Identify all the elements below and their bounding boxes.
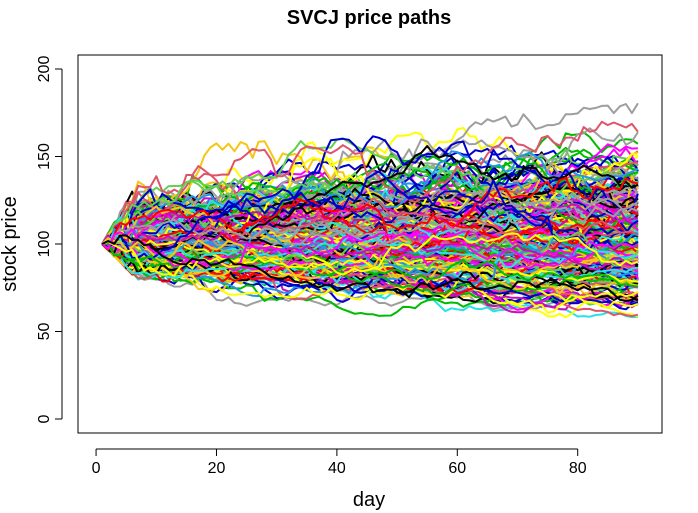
y-tick-label: 0 [36,414,53,423]
price-path-line [101,180,639,285]
price-path-line [101,232,638,269]
price-path-line [101,176,639,251]
price-path-line [101,237,639,295]
price-path-line [101,197,638,248]
y-tick-label: 150 [36,143,53,170]
price-path-line [101,232,639,277]
price-path-line [101,234,639,302]
price-paths [101,102,639,319]
x-tick-label: 0 [92,460,101,477]
y-tick-label: 50 [36,323,53,341]
y-tick-label: 100 [36,231,53,258]
price-path-line [101,120,639,250]
price-path-line [101,243,639,311]
x-axis-label: day [353,489,385,511]
price-path-line [101,234,639,317]
price-path-line [101,127,639,251]
y-tick-label: 200 [36,56,53,83]
y-axis-label: stock price [0,196,21,292]
chart-title: SVCJ price paths [287,7,452,29]
x-tick-label: 20 [208,460,226,477]
plot-frame [77,54,663,434]
price-path-line [101,228,639,268]
price-path-line [101,243,639,314]
x-tick-label: 60 [448,460,466,477]
y-axis: 0 50 100 150 200 [36,56,63,423]
x-axis: 0 20 40 60 80 [92,448,587,477]
price-path-line [101,230,639,272]
x-tick-label: 40 [328,460,346,477]
price-path-line [101,170,639,261]
price-path-line [101,231,639,271]
x-tick-label: 80 [569,460,587,477]
price-path-line [101,205,638,279]
